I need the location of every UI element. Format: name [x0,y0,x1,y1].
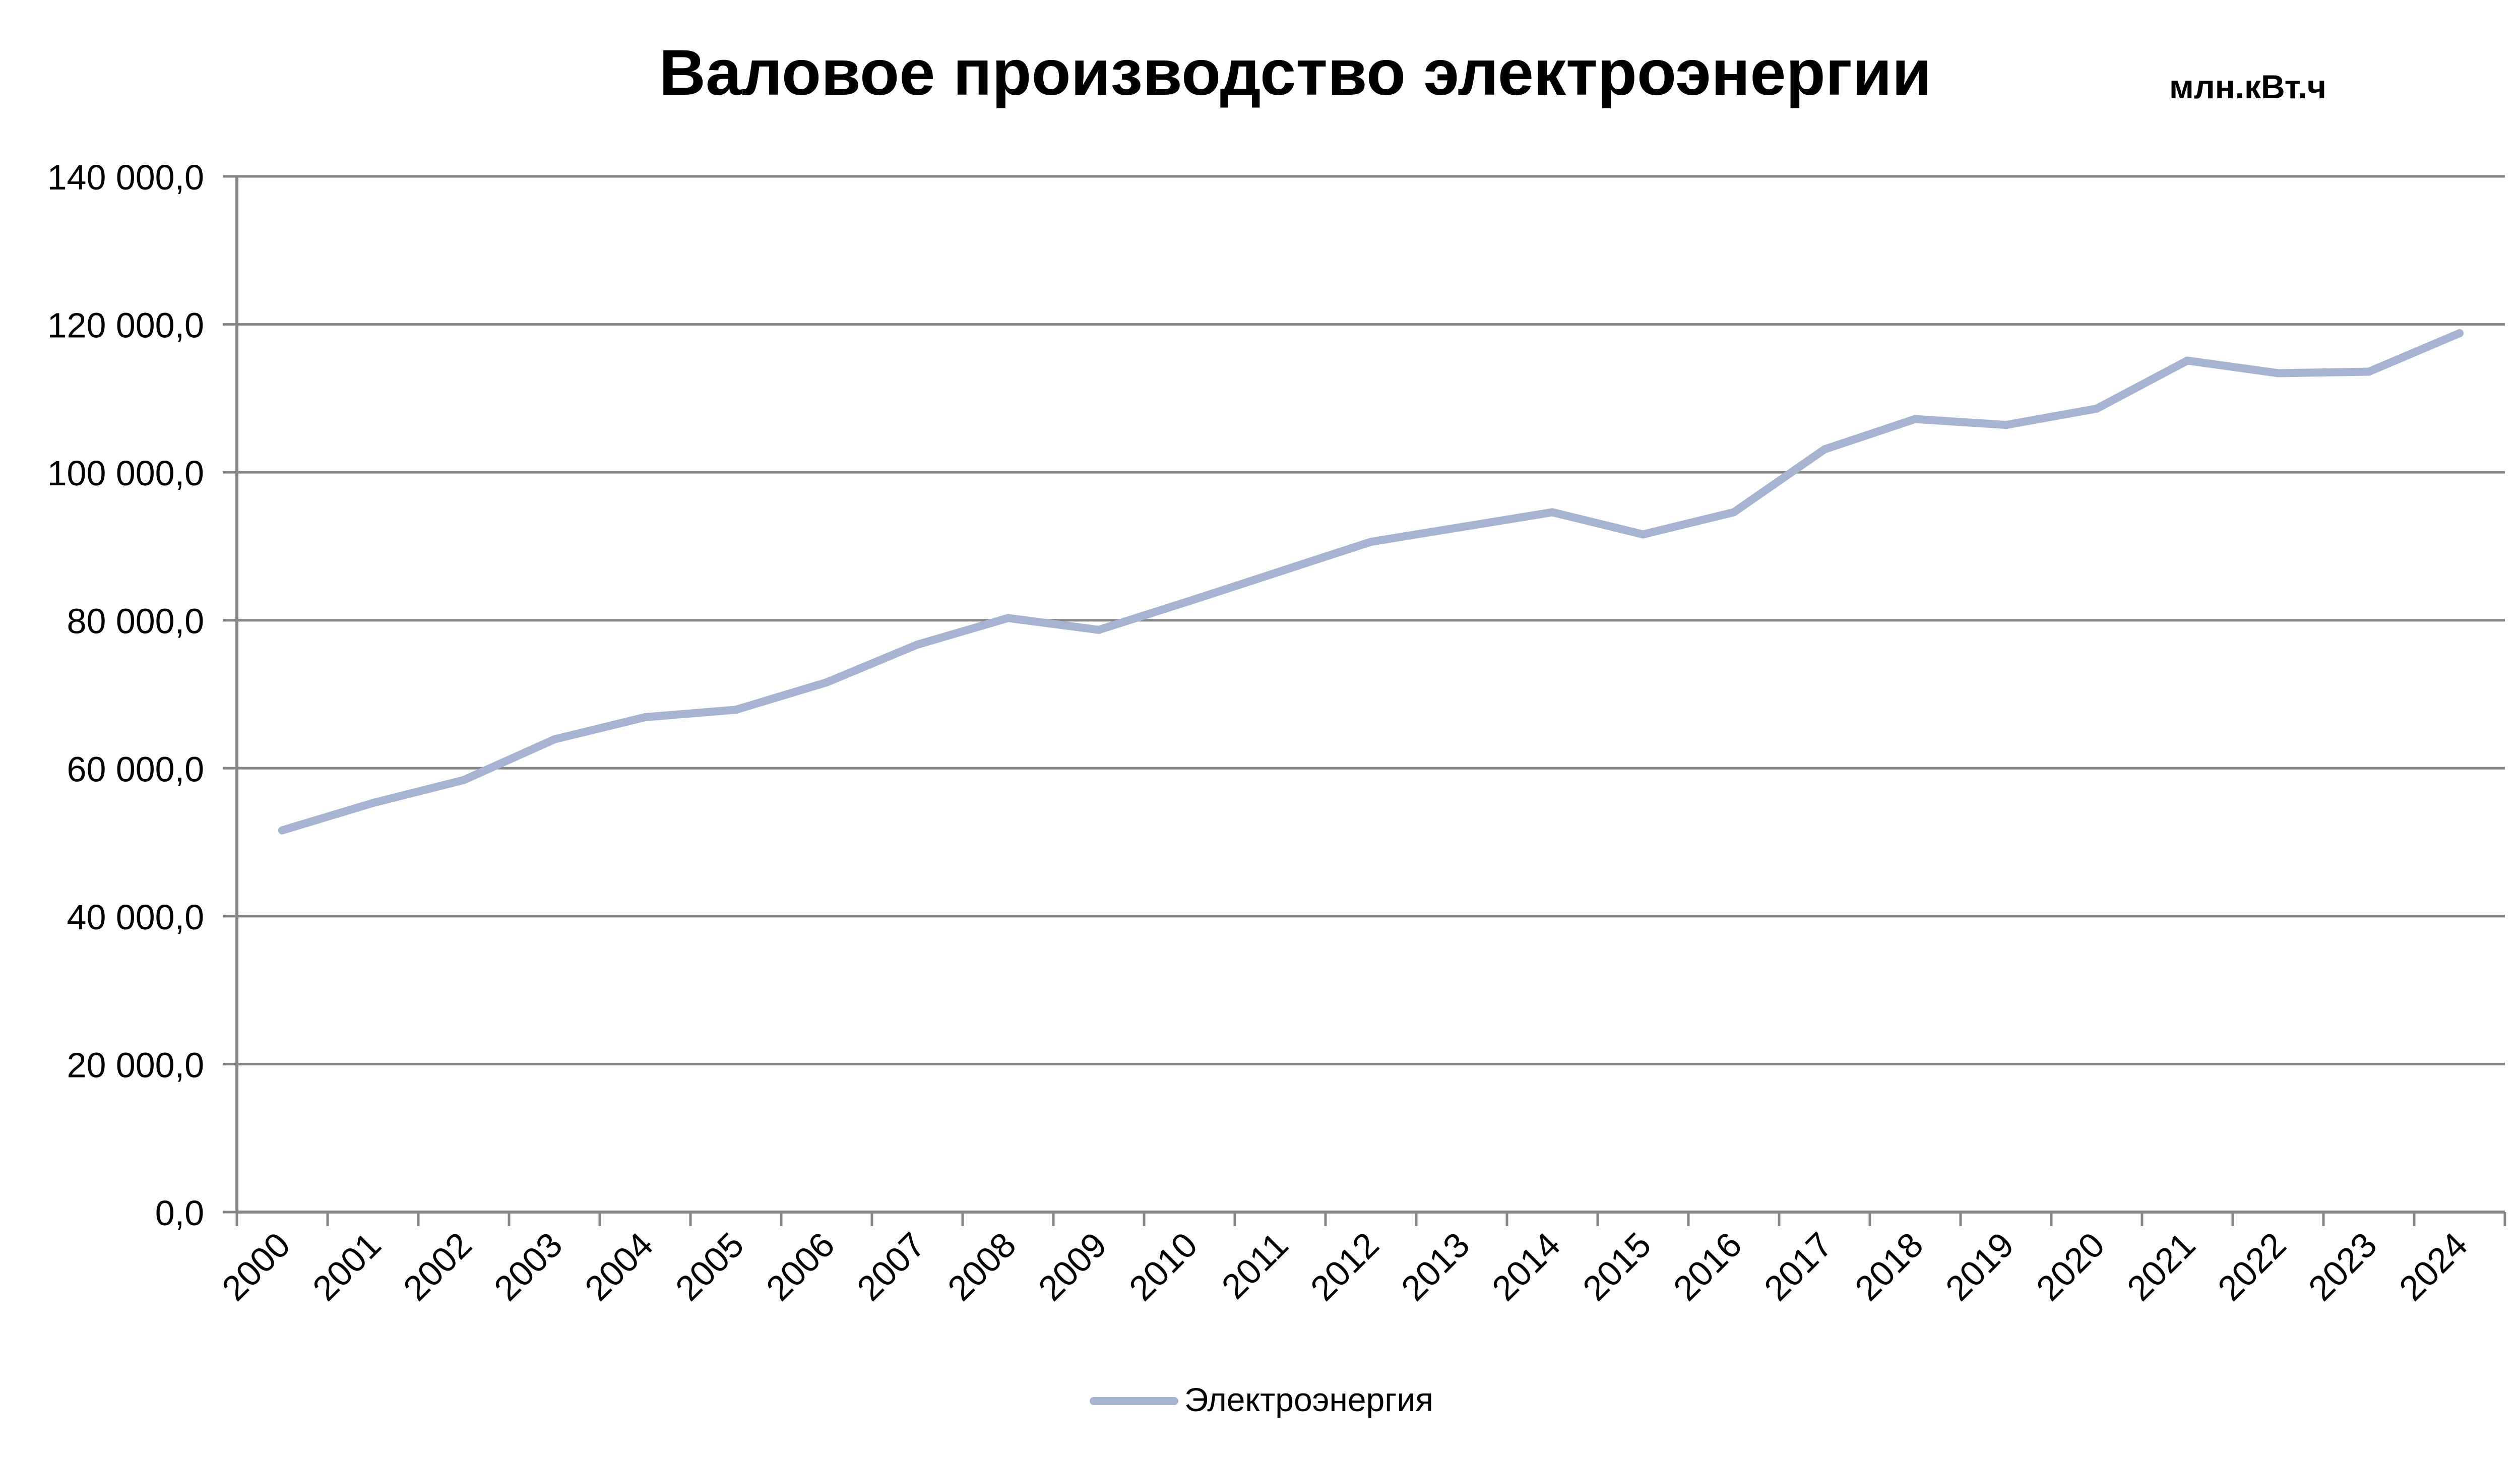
data-point [1367,538,1375,546]
x-tick-label: 2000 [214,1225,297,1308]
legend-label: Электроэнергия [1184,1381,1433,1418]
data-point [2365,367,2373,376]
x-tick-label: 2001 [305,1225,388,1308]
data-point [369,799,377,807]
axes [235,176,2505,1214]
x-axis-ticks: 2000 2001 2002 2003 2004 2005 2006 2007 2008 2009… [214,1212,2506,1308]
x-tick-label: 2009 [1031,1225,1114,1308]
x-tick-label: 2013 [1394,1225,1477,1308]
x-tick-label: 2023 [2301,1225,2384,1308]
data-point [823,678,831,687]
data-point [1095,625,1103,634]
x-tick-label: 2011 [1214,1225,1296,1306]
grid-lines [237,175,2505,1065]
x-tick-label: 2010 [1121,1225,1205,1308]
data-point [1276,567,1284,576]
legend: Электроэнергия [1090,1381,1433,1418]
y-tick-label: 140 000,0 [47,158,204,197]
x-tick-label: 2017 [1756,1225,1840,1308]
series-line [278,329,2464,835]
x-tick-label: 2012 [1303,1225,1386,1308]
data-point [1820,445,1829,454]
y-tick-label: 60 000,0 [67,749,204,789]
data-point [1911,415,1919,423]
data-point [641,713,649,722]
data-point [2455,329,2464,338]
x-tick-label: 2005 [668,1225,751,1308]
x-tick-label: 2008 [940,1225,1023,1308]
y-tick-label: 100 000,0 [47,454,204,493]
x-tick-label: 2003 [486,1225,570,1308]
data-point [1548,508,1556,517]
data-point [460,776,468,784]
y-axis-ticks: 0,0 20 000,0 40 000,0 60 000,0 80 000,0 100 0… [47,158,237,1233]
x-tick-label: 2019 [1938,1225,2021,1308]
x-tick-label: 2016 [1666,1225,1749,1308]
x-tick-label: 2021 [2119,1225,2202,1308]
y-tick-label: 80 000,0 [67,602,204,641]
x-tick-label: 2022 [2210,1225,2293,1308]
data-point [2183,356,2191,365]
data-point [1004,614,1012,622]
x-tick-label: 2002 [396,1225,479,1308]
x-tick-label: 2006 [759,1225,842,1308]
x-tick-label: 2024 [2391,1225,2475,1308]
unit-label: млн.кВт.ч [2169,68,2326,105]
x-tick-label: 2015 [1575,1225,1658,1308]
data-point [550,735,558,744]
data-point [2274,369,2282,377]
data-point [1639,530,1647,539]
y-tick-label: 40 000,0 [67,898,204,937]
data-point [2093,404,2101,413]
y-tick-label: 0,0 [155,1193,204,1233]
data-point [2002,421,2010,429]
chart-title: Валовое производство электроэнергии [659,37,1932,109]
y-tick-label: 20 000,0 [67,1045,204,1085]
series-group [278,329,2464,835]
x-tick-label: 2018 [1847,1225,1930,1308]
data-point [278,826,286,835]
y-tick-label: 120 000,0 [47,306,204,345]
x-tick-label: 2004 [577,1225,660,1308]
data-point [1185,597,1193,605]
data-point [1730,508,1738,517]
data-point [732,706,740,714]
data-point [913,641,921,649]
x-tick-label: 2014 [1484,1225,1567,1308]
data-point [1458,523,1466,531]
x-tick-label: 2007 [849,1225,932,1308]
x-tick-label: 2020 [2029,1225,2112,1308]
